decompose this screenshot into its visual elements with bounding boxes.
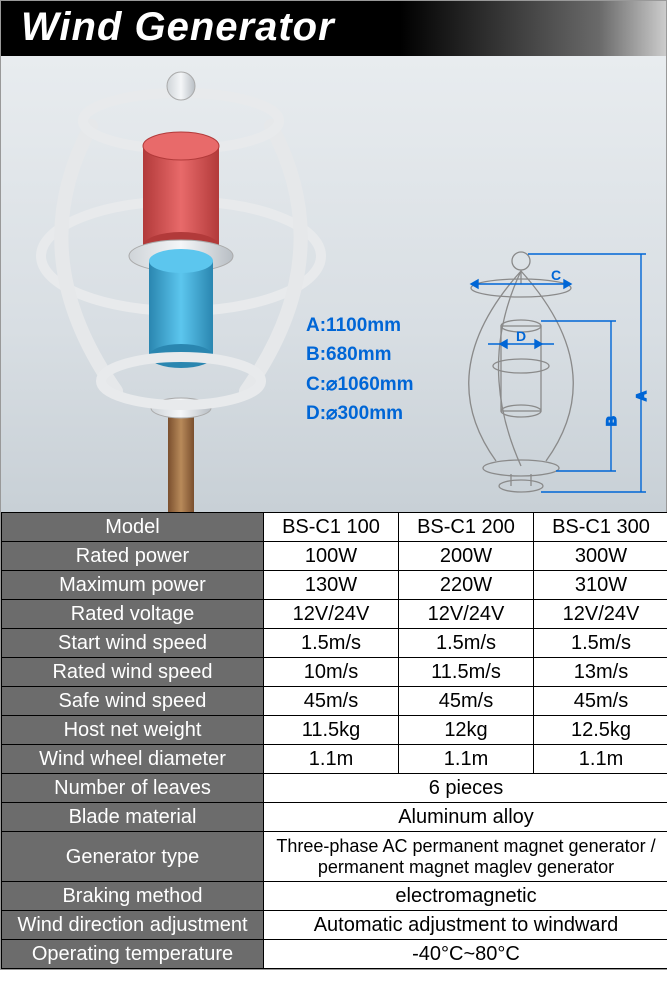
row-leaves: Number of leaves 6 pieces [2, 774, 667, 803]
row-start-wind: Start wind speed 1.5m/s 1.5m/s 1.5m/s [2, 629, 667, 658]
svg-text:C: C [551, 267, 561, 283]
dim-a: A:1100mm [306, 311, 414, 340]
hero-section: A:1100mm B:680mm C:⌀1060mm D:⌀300mm [1, 56, 666, 512]
turbine-illustration [31, 56, 331, 512]
spec-table: Model BS-C1 100 BS-C1 200 BS-C1 300 Rate… [1, 512, 667, 969]
val-model-0: BS-C1 100 [264, 513, 399, 542]
dimension-legend: A:1100mm B:680mm C:⌀1060mm D:⌀300mm [306, 311, 414, 429]
page: Wind Generator [0, 0, 667, 970]
dim-c: C:⌀1060mm [306, 370, 414, 399]
row-wheel-diam: Wind wheel diameter 1.1m 1.1m 1.1m [2, 745, 667, 774]
val-model-1: BS-C1 200 [399, 513, 534, 542]
dimension-diagram: A B C D [416, 236, 661, 511]
row-rated-power: Rated power 100W 200W 300W [2, 542, 667, 571]
dim-d: D:⌀300mm [306, 399, 414, 428]
row-wind-adjustment: Wind direction adjustment Automatic adju… [2, 911, 667, 940]
svg-text:B: B [603, 416, 619, 426]
svg-text:D: D [516, 328, 526, 344]
svg-text:A: A [633, 391, 649, 401]
row-generator-type: Generator type Three-phase AC permanent … [2, 832, 667, 882]
val-model-2: BS-C1 300 [534, 513, 667, 542]
row-rated-voltage: Rated voltage 12V/24V 12V/24V 12V/24V [2, 600, 667, 629]
row-max-power: Maximum power 130W 220W 310W [2, 571, 667, 600]
row-operating-temp: Operating temperature -40°C~80°C [2, 940, 667, 969]
row-model: Model BS-C1 100 BS-C1 200 BS-C1 300 [2, 513, 667, 542]
row-host-weight: Host net weight 11.5kg 12kg 12.5kg [2, 716, 667, 745]
page-title-bar: Wind Generator [1, 1, 666, 56]
label-model: Model [2, 513, 264, 542]
row-braking: Braking method electromagnetic [2, 882, 667, 911]
row-blade-material: Blade material Aluminum alloy [2, 803, 667, 832]
page-title: Wind Generator [21, 5, 335, 49]
row-safe-wind: Safe wind speed 45m/s 45m/s 45m/s [2, 687, 667, 716]
dim-b: B:680mm [306, 340, 414, 369]
row-rated-wind: Rated wind speed 10m/s 11.5m/s 13m/s [2, 658, 667, 687]
